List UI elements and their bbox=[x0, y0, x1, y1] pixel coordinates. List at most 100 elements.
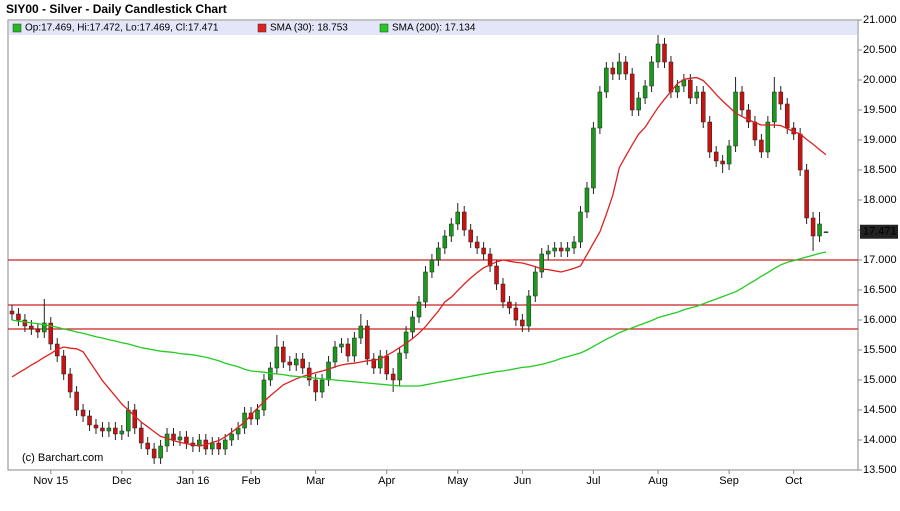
candle-body bbox=[797, 133, 803, 171]
candle-body bbox=[662, 43, 667, 63]
candle-body bbox=[210, 442, 215, 450]
candle-body bbox=[87, 415, 92, 426]
y-tick-label: 21.000 bbox=[863, 14, 897, 26]
x-tick-label: Feb bbox=[242, 475, 261, 487]
candle-body bbox=[449, 223, 454, 237]
candle-body bbox=[668, 61, 674, 93]
y-tick-label: 18.500 bbox=[863, 164, 897, 176]
candle-body bbox=[74, 391, 79, 411]
candle-body bbox=[617, 61, 622, 75]
candle-body bbox=[100, 427, 105, 432]
candle-body bbox=[558, 247, 564, 252]
candle-body bbox=[274, 346, 280, 369]
candle-body bbox=[810, 217, 816, 237]
legend-ohlc: Op:17.469, Hi:17.472, Lo:17.469, Cl:17.4… bbox=[25, 23, 219, 34]
candle-body bbox=[158, 445, 163, 459]
candle-body bbox=[177, 436, 183, 441]
candle-body bbox=[248, 412, 254, 420]
y-tick-label: 14.000 bbox=[863, 434, 897, 446]
candle-body bbox=[229, 433, 234, 441]
candle-body bbox=[397, 352, 402, 381]
x-tick-label: Jun bbox=[513, 475, 531, 487]
candle-body bbox=[455, 211, 461, 225]
candle-body bbox=[752, 121, 758, 141]
candle-body bbox=[629, 73, 635, 111]
candle-body bbox=[216, 442, 221, 450]
candle-body bbox=[565, 247, 570, 252]
legend-swatch bbox=[12, 23, 22, 33]
candle-body bbox=[80, 409, 86, 417]
y-tick-label: 13.500 bbox=[863, 464, 897, 476]
candle-body bbox=[281, 346, 286, 363]
x-tick-label: Oct bbox=[785, 475, 802, 487]
candle-body bbox=[494, 265, 499, 285]
candle-body bbox=[436, 247, 441, 261]
candle-body bbox=[759, 139, 764, 153]
candle-body bbox=[365, 325, 370, 360]
candle-body bbox=[377, 355, 383, 369]
candle-body bbox=[164, 433, 170, 447]
candle-body bbox=[675, 85, 680, 93]
candle-body bbox=[474, 241, 480, 249]
candle-body bbox=[461, 211, 467, 231]
x-tick-label: Sep bbox=[719, 475, 739, 487]
candle-body bbox=[358, 325, 364, 339]
candle-body bbox=[604, 67, 609, 93]
candle-body bbox=[300, 358, 305, 369]
chart-title: SIY00 - Silver - Daily Candlestick Chart bbox=[6, 2, 227, 16]
candle-body bbox=[739, 91, 745, 111]
legend-swatch bbox=[379, 23, 389, 33]
candle-body bbox=[326, 361, 331, 381]
candle-body bbox=[520, 319, 525, 327]
candle-body bbox=[765, 121, 771, 153]
candle-body bbox=[642, 85, 648, 99]
y-tick-label: 16.000 bbox=[863, 314, 897, 326]
candle-body bbox=[35, 328, 41, 333]
candle-body bbox=[649, 61, 654, 87]
x-tick-label: Aug bbox=[648, 475, 668, 487]
candle-body bbox=[61, 355, 66, 375]
candle-body bbox=[222, 439, 228, 450]
candle-body bbox=[313, 379, 318, 393]
candle-body bbox=[442, 235, 448, 249]
candle-body bbox=[591, 127, 596, 189]
candle-body bbox=[384, 355, 389, 375]
candle-body bbox=[468, 229, 473, 243]
candle-body bbox=[29, 325, 34, 330]
candle-body bbox=[255, 409, 260, 420]
candle-body bbox=[332, 346, 338, 363]
candle-body bbox=[623, 61, 628, 75]
candle-body bbox=[655, 43, 661, 63]
x-tick-label: Apr bbox=[378, 475, 395, 487]
watermark: (c) Barchart.com bbox=[22, 452, 103, 464]
legend-swatch bbox=[257, 23, 267, 33]
candle-body bbox=[694, 91, 700, 99]
y-tick-label: 16.500 bbox=[863, 284, 897, 296]
candle-body bbox=[772, 91, 777, 123]
candle-body bbox=[500, 283, 506, 303]
candle-body bbox=[487, 253, 493, 267]
legend-bar bbox=[9, 21, 857, 35]
candle-body bbox=[171, 433, 176, 441]
candle-body bbox=[151, 448, 157, 459]
candle-body bbox=[784, 103, 790, 129]
candle-body bbox=[688, 79, 693, 99]
candle-body bbox=[584, 187, 590, 213]
candle-body bbox=[726, 145, 732, 165]
y-tick-label: 20.500 bbox=[863, 44, 897, 56]
candle-body bbox=[294, 358, 299, 366]
candle-body bbox=[410, 316, 415, 333]
candle-body bbox=[126, 409, 131, 432]
candle-body bbox=[733, 91, 738, 147]
candle-body bbox=[48, 322, 54, 345]
candle-body bbox=[597, 91, 603, 129]
y-tick-label: 19.000 bbox=[863, 134, 897, 146]
y-tick-label: 14.500 bbox=[863, 404, 897, 416]
x-tick-label: Dec bbox=[112, 475, 132, 487]
candle-body bbox=[132, 409, 137, 429]
candle-body bbox=[119, 430, 125, 435]
candle-body bbox=[636, 97, 641, 111]
candle-body bbox=[507, 301, 512, 309]
candle-body bbox=[481, 247, 486, 255]
